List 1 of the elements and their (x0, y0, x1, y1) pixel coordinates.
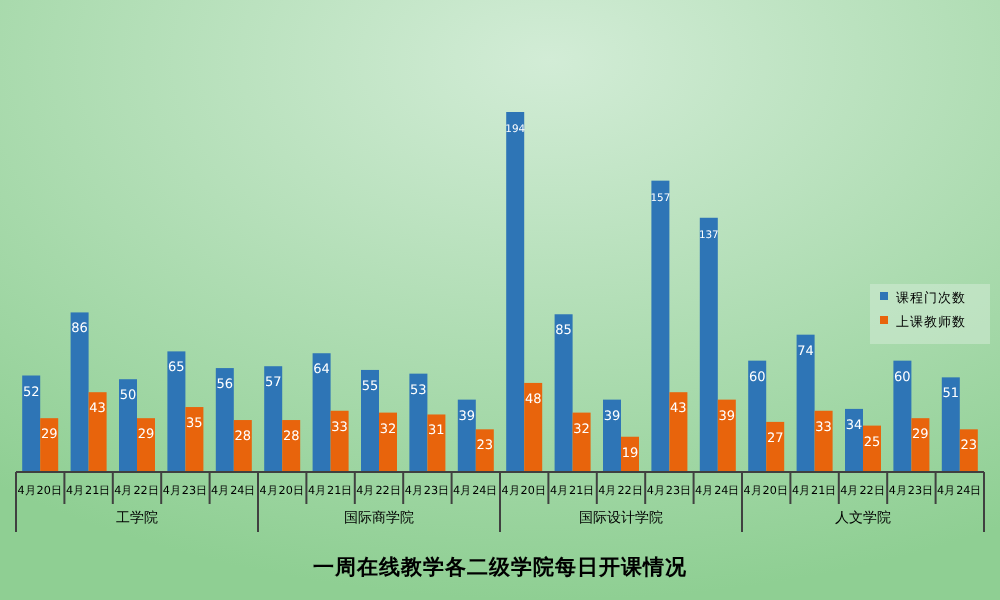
text: 一周在线教学各二级学院每日开课情况 (313, 554, 689, 580)
